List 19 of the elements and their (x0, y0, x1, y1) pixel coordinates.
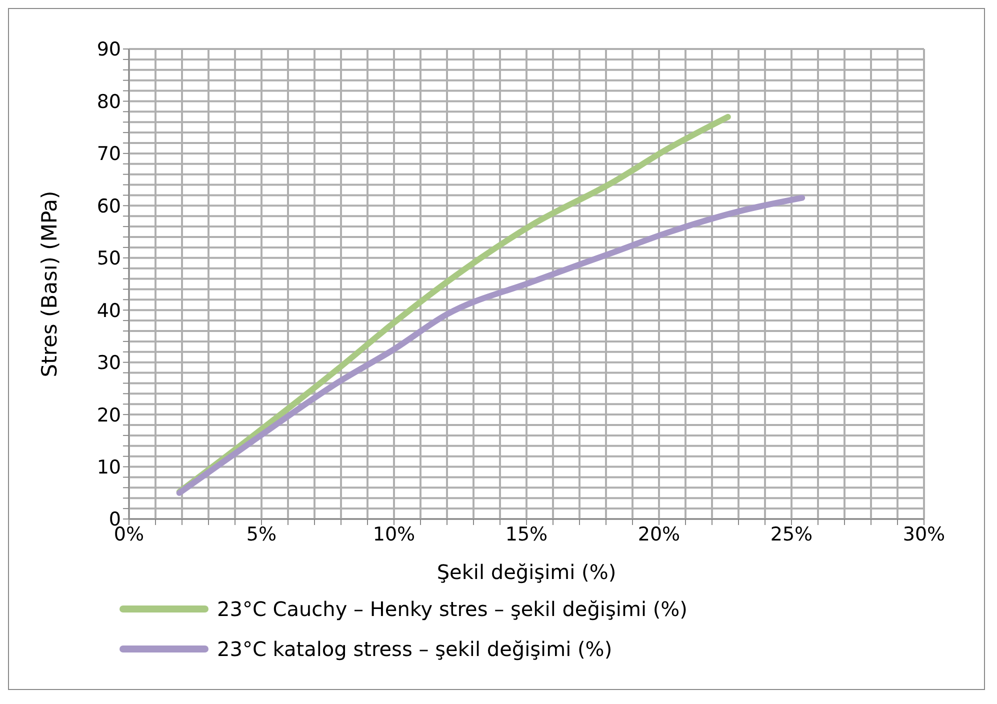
y-tick-label: 60 (96, 195, 121, 218)
y-tick-label: 70 (96, 143, 121, 166)
y-tick-label: 20 (96, 404, 121, 426)
x-axis-title: Şekil değişimi (%) (436, 560, 616, 584)
y-tick-label: 50 (96, 248, 121, 270)
x-tick-label: 20% (638, 523, 680, 546)
x-tick-label: 25% (770, 523, 813, 546)
x-tick-label: 10% (372, 523, 416, 546)
y-tick-label: 30 (96, 352, 121, 374)
y-tick-label: 80 (96, 90, 121, 113)
legend-label: 23°C katalog stress – şekil değişimi (%) (217, 637, 612, 661)
legend-label: 23°C Cauchy – Henky stres – şekil değişimi (%) (217, 597, 688, 621)
y-tick-label: 90 (96, 38, 121, 61)
y-tick-label: 10 (96, 456, 121, 479)
x-tick-label: 5% (246, 523, 277, 546)
y-tick-label: 40 (96, 300, 121, 322)
y-axis-title: Stres (Bası) (MPa) (37, 190, 62, 378)
x-tick-label: 30% (902, 523, 946, 546)
x-tick-label: 15% (505, 523, 548, 546)
